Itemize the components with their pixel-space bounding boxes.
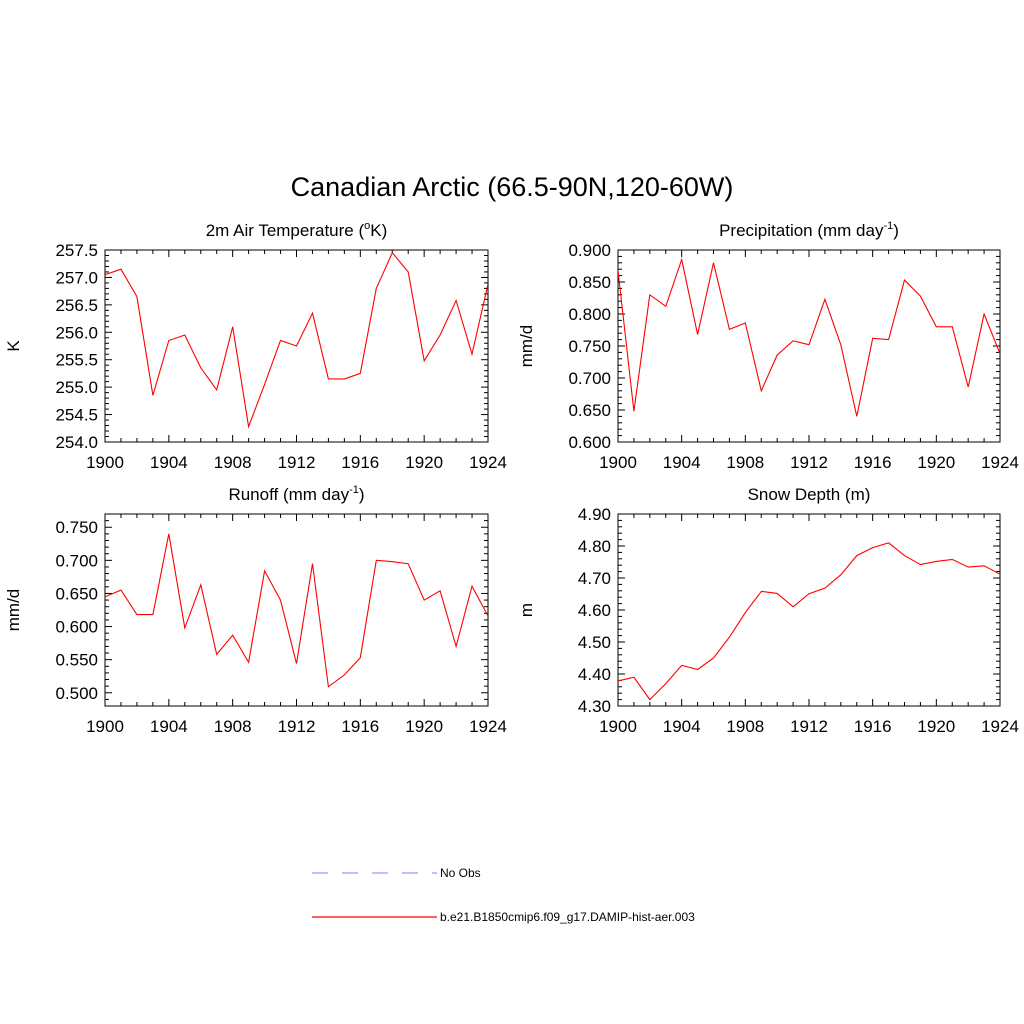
precipitation-y-tick-label: 0.700	[568, 369, 611, 388]
precipitation-y-axis-label: mm/d	[517, 325, 536, 368]
panel-runoff: 1900 1904 1908 1912 1916 1920 1924 0.500 0.550 0.…	[4, 484, 507, 736]
air-temperature-x-tick-label: 1900	[86, 453, 124, 472]
runoff-x-tick-label: 1900	[86, 717, 124, 736]
runoff-y-tick-label: 0.750	[55, 518, 98, 537]
precipitation-y-tick-label: 0.800	[568, 305, 611, 324]
panel-snow-depth: 1900 1904 1908 1912 1916 1920 1924 4.30 4.40 4.50…	[517, 485, 1019, 736]
snow-depth-series-line	[618, 542, 1000, 701]
air-temperature-x-tick-label: 1924	[469, 453, 507, 472]
runoff-y-tick-label: 0.550	[55, 651, 98, 670]
air-temperature-x-tick-label: 1908	[214, 453, 252, 472]
runoff-panel-title: Runoff (mm day-1)	[228, 484, 364, 504]
air-temperature-y-tick-label: 254.5	[55, 406, 98, 425]
snow-depth-panel-title: Snow Depth (m)	[748, 485, 871, 504]
precipitation-series-line	[618, 257, 1000, 417]
figure-title: Canadian Arctic (66.5-90N,120-60W)	[291, 172, 734, 202]
snow-depth-x-tick-label: 1904	[663, 717, 701, 736]
snow-depth-y-tick-label: 4.90	[578, 505, 611, 524]
runoff-x-tick-label: 1920	[405, 717, 443, 736]
runoff-plot-frame	[104, 513, 489, 707]
runoff-y-axis-label: mm/d	[4, 589, 23, 632]
air-temperature-x-tick-label: 1916	[341, 453, 379, 472]
runoff-x-tick-label: 1908	[214, 717, 252, 736]
runoff-x-tick-label: 1912	[278, 717, 316, 736]
runoff-x-tick-label: 1916	[341, 717, 379, 736]
precipitation-y-tick-label: 0.750	[568, 337, 611, 356]
snow-depth-y-tick-label: 4.60	[578, 601, 611, 620]
air-temperature-x-tick-label: 1920	[405, 453, 443, 472]
snow-depth-x-tick-label: 1908	[726, 717, 764, 736]
snow-depth-y-axis-label: m	[517, 603, 536, 617]
snow-depth-plot-frame	[617, 513, 1001, 707]
air-temperature-y-tick-label: 257.0	[55, 268, 98, 287]
snow-depth-x-tick-label: 1920	[917, 717, 955, 736]
legend: No Obs b.e21.B1850cmip6.f09_g17.DAMIP-hi…	[312, 866, 695, 924]
panels: 1900 1904 1908 1912 1916 1920 1924 254.0 254.5 25…	[4, 220, 1019, 736]
precipitation-x-tick-label: 1912	[790, 453, 828, 472]
precipitation-x-tick-label: 1924	[981, 453, 1019, 472]
precipitation-x-tick-label: 1904	[663, 453, 701, 472]
legend-label-model: b.e21.B1850cmip6.f09_g17.DAMIP-hist-aer.…	[440, 910, 695, 924]
air-temperature-panel-title: 2m Air Temperature (oK)	[206, 220, 388, 240]
air-temperature-y-tick-label: 254.0	[55, 433, 98, 452]
snow-depth-x-tick-label: 1912	[790, 717, 828, 736]
precipitation-x-tick-label: 1908	[726, 453, 764, 472]
runoff-y-tick-label: 0.700	[55, 551, 98, 570]
air-temperature-series-line	[105, 251, 488, 429]
precipitation-x-tick-label: 1916	[854, 453, 892, 472]
air-temperature-y-tick-label: 257.5	[55, 241, 98, 260]
precipitation-y-tick-label: 0.650	[568, 401, 611, 420]
precipitation-panel-title: Precipitation (mm day-1)	[719, 220, 899, 240]
runoff-series-line	[105, 533, 488, 688]
runoff-y-tick-label: 0.650	[55, 584, 98, 603]
precipitation-x-tick-label: 1920	[917, 453, 955, 472]
snow-depth-y-tick-label: 4.40	[578, 665, 611, 684]
air-temperature-y-axis-label: K	[4, 340, 23, 352]
air-temperature-y-tick-label: 255.5	[55, 351, 98, 370]
snow-depth-x-tick-label: 1900	[599, 717, 637, 736]
air-temperature-y-tick-label: 255.0	[55, 378, 98, 397]
runoff-y-tick-label: 0.600	[55, 618, 98, 637]
air-temperature-y-tick-label: 256.5	[55, 296, 98, 315]
snow-depth-y-tick-label: 4.70	[578, 569, 611, 588]
snow-depth-x-tick-label: 1916	[854, 717, 892, 736]
runoff-y-tick-label: 0.500	[55, 684, 98, 703]
snow-depth-y-tick-label: 4.50	[578, 633, 611, 652]
air-temperature-y-tick-label: 256.0	[55, 323, 98, 342]
precipitation-y-tick-label: 0.600	[568, 433, 611, 452]
legend-label-no-obs: No Obs	[440, 866, 481, 880]
air-temperature-x-tick-label: 1904	[150, 453, 188, 472]
runoff-x-tick-label: 1924	[469, 717, 507, 736]
snow-depth-y-tick-label: 4.80	[578, 537, 611, 556]
snow-depth-x-tick-label: 1924	[981, 717, 1019, 736]
snow-depth-y-tick-label: 4.30	[578, 697, 611, 716]
panel-air-temperature: 1900 1904 1908 1912 1916 1920 1924 254.0 254.5 25…	[4, 220, 507, 472]
precipitation-y-tick-label: 0.850	[568, 273, 611, 292]
precipitation-x-tick-label: 1900	[599, 453, 637, 472]
panel-precipitation: 1900 1904 1908 1912 1916 1920 1924 0.600 0.650 0.…	[517, 220, 1019, 472]
runoff-x-tick-label: 1904	[150, 717, 188, 736]
precipitation-y-tick-label: 0.900	[568, 241, 611, 260]
air-temperature-x-tick-label: 1912	[278, 453, 316, 472]
